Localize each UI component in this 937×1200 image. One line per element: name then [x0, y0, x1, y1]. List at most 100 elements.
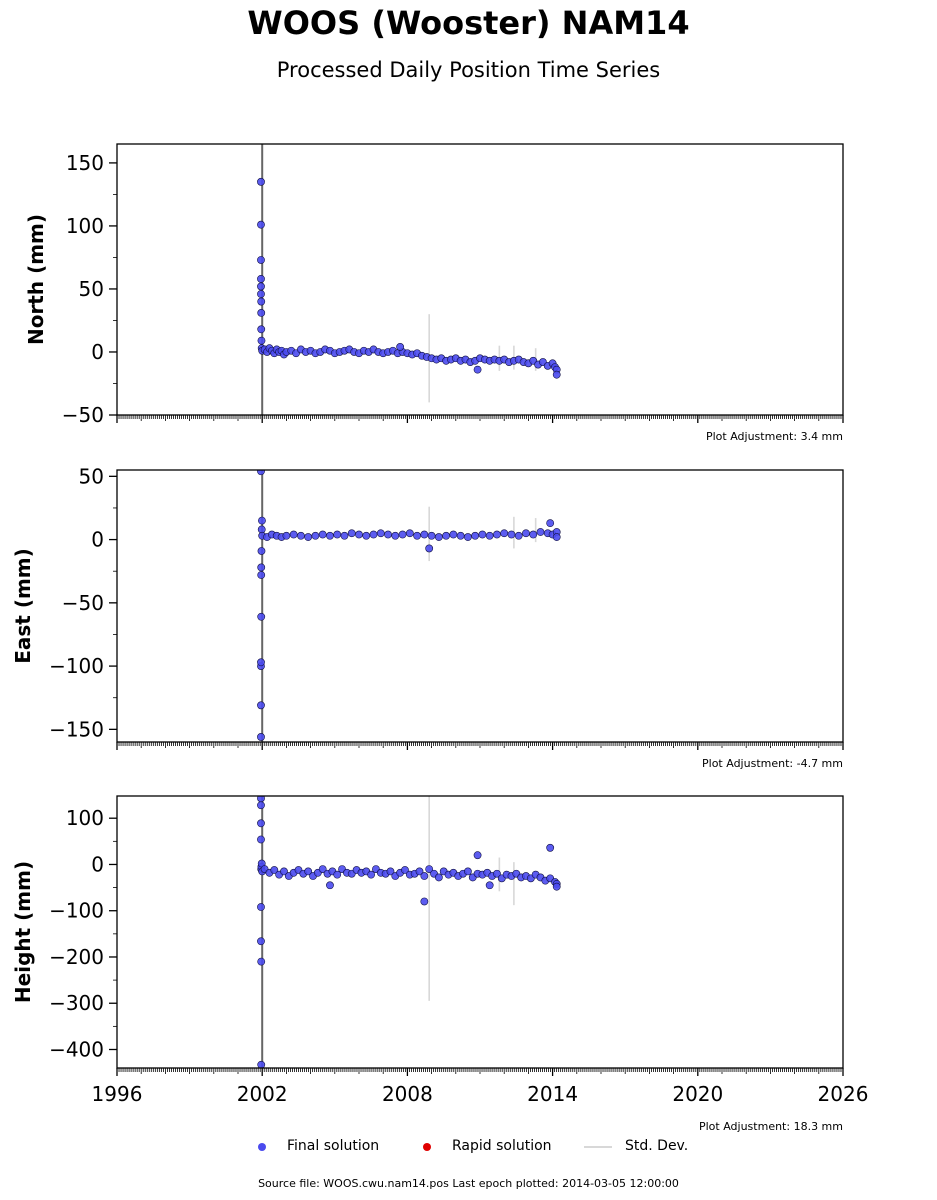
legend-std-label: Std. Dev.	[625, 1138, 689, 1154]
axes-frame	[116, 143, 844, 416]
data-point	[485, 531, 494, 540]
y-tick-label: 150	[66, 151, 104, 175]
data-point	[270, 866, 279, 874]
data-point	[289, 530, 298, 539]
data-point	[257, 1060, 266, 1068]
y-tick-label: 0	[91, 528, 104, 552]
data-point	[257, 297, 266, 306]
data-point	[326, 531, 334, 540]
data-point	[355, 530, 363, 539]
y-tick-label: −300	[49, 991, 104, 1015]
y-axis-label: Height (mm)	[11, 861, 35, 1003]
y-tick-label: −100	[49, 654, 104, 678]
y-tick-label: −50	[62, 403, 104, 427]
y-tick-label: 100	[66, 214, 104, 238]
data-point	[257, 282, 265, 291]
data-point	[473, 851, 482, 860]
data-point	[297, 531, 305, 540]
data-point	[420, 872, 429, 880]
plot-adjustment: Plot Adjustment: -4.7 mm	[702, 757, 843, 770]
y-axis-label: North (mm)	[24, 214, 48, 345]
data-point	[257, 336, 266, 345]
data-point	[333, 870, 342, 879]
data-point	[258, 516, 266, 525]
data-point	[257, 819, 265, 828]
data-point	[367, 870, 375, 879]
data-point	[257, 733, 265, 741]
data-point	[449, 530, 458, 539]
plot-adjustment: Plot Adjustment: 18.3 mm	[699, 1120, 843, 1133]
y-tick-label: −400	[49, 1037, 104, 1061]
data-point	[473, 365, 482, 374]
y-tick-label: −150	[49, 717, 104, 741]
data-point	[536, 528, 545, 536]
y-tick-label: 0	[91, 340, 104, 364]
data-point	[398, 530, 407, 539]
data-point	[546, 843, 555, 852]
data-point	[434, 873, 443, 882]
data-point	[552, 370, 561, 379]
axes-frame	[116, 469, 844, 743]
data-point	[257, 701, 265, 710]
plot-area	[257, 144, 561, 415]
legend-rapid-label: Rapid solution	[452, 1138, 552, 1154]
y-tick-label: 0	[91, 852, 104, 876]
y-tick-label: −50	[62, 591, 104, 615]
chart-title: WOOS (Wooster) NAM14	[247, 4, 690, 42]
data-point	[401, 866, 409, 874]
x-tick-label: 1996	[92, 1082, 143, 1106]
data-point	[493, 530, 501, 539]
plot-area	[257, 796, 561, 1068]
y-axis-label: East (mm)	[11, 548, 35, 664]
data-point	[318, 865, 327, 873]
data-point	[514, 531, 523, 540]
data-point	[257, 309, 266, 317]
y-tick-label: −200	[49, 945, 104, 969]
data-point	[257, 290, 265, 298]
data-point	[471, 531, 480, 540]
data-point	[434, 533, 443, 541]
x-tick-label: 2026	[818, 1082, 869, 1106]
legend-final-label: Final solution	[287, 1138, 380, 1154]
data-point	[485, 881, 494, 890]
chart-subtitle: Processed Daily Position Time Series	[276, 58, 661, 82]
data-point	[415, 867, 424, 876]
data-point	[552, 882, 561, 891]
data-point	[257, 325, 266, 334]
data-point	[413, 531, 421, 540]
data-point	[425, 544, 434, 553]
data-point	[257, 563, 266, 572]
plot-adjustment: Plot Adjustment: 3.4 mm	[706, 430, 843, 443]
data-point	[257, 957, 266, 966]
data-point	[304, 533, 313, 541]
data-point	[304, 867, 313, 876]
x-tick-label: 2020	[672, 1082, 723, 1106]
data-point	[427, 531, 436, 540]
legend-rapid-marker	[423, 1143, 431, 1151]
data-point	[442, 531, 451, 540]
data-point	[463, 533, 472, 541]
data-point	[529, 530, 538, 539]
axes-frame	[116, 795, 844, 1069]
data-point	[396, 343, 405, 351]
data-point	[318, 530, 327, 539]
data-point	[456, 531, 465, 540]
x-tick-label: 2008	[382, 1082, 433, 1106]
source-footer: Source file: WOOS.cwu.nam14.pos Last epo…	[258, 1177, 679, 1190]
data-point	[257, 937, 265, 946]
data-point	[384, 530, 392, 539]
data-point	[420, 530, 429, 539]
data-point	[425, 865, 434, 873]
data-point	[257, 835, 265, 844]
data-point	[257, 658, 265, 667]
data-point	[311, 531, 320, 540]
legend-final-marker	[258, 1143, 266, 1151]
data-point	[282, 531, 291, 540]
data-point	[333, 530, 342, 539]
data-point	[420, 897, 429, 906]
panel-3: 1996 2002 2008 2014 2020 2026 −400 −300 −200 −100…	[11, 795, 868, 1133]
data-point	[493, 869, 501, 878]
data-point	[347, 529, 356, 538]
y-tick-label: 50	[79, 464, 104, 488]
